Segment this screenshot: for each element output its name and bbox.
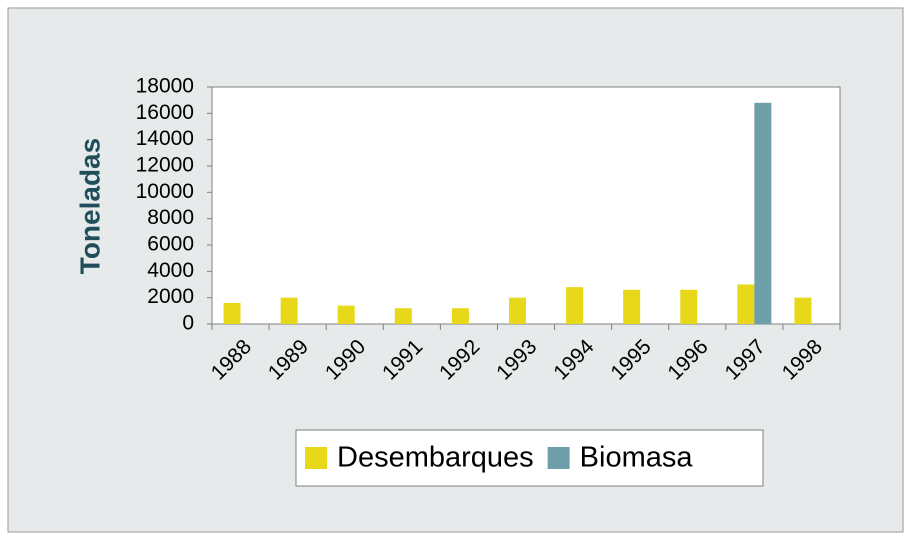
bar [451, 308, 469, 324]
y-tick-label: 18000 [136, 75, 194, 98]
legend-label: Desembarques [337, 442, 534, 474]
y-tick-label: 10000 [136, 180, 194, 203]
y-tick-label: 4000 [147, 259, 194, 282]
bar [754, 102, 772, 324]
bar [337, 305, 355, 324]
y-tick-label: 12000 [136, 154, 194, 177]
legend-swatch [305, 447, 327, 469]
y-tick-label: 16000 [136, 101, 194, 124]
bar [737, 284, 755, 324]
legend-label: Biomasa [580, 442, 694, 474]
bar [623, 289, 641, 324]
bar [509, 297, 526, 324]
y-tick-label: 14000 [136, 127, 194, 150]
legend-swatch [547, 447, 570, 469]
plot-area [211, 86, 841, 325]
bar [394, 308, 412, 324]
bar [794, 297, 812, 324]
bar [680, 289, 698, 324]
legend [295, 429, 764, 487]
bar [280, 297, 298, 324]
bar [223, 302, 241, 324]
y-tick-label: 0 [182, 312, 194, 335]
y-tick-label: 8000 [147, 206, 194, 229]
y-tick-label: 2000 [147, 285, 194, 308]
bar [566, 287, 584, 324]
y-tick-label: 6000 [147, 233, 194, 256]
y-axis-label: Toneladas [74, 138, 105, 274]
